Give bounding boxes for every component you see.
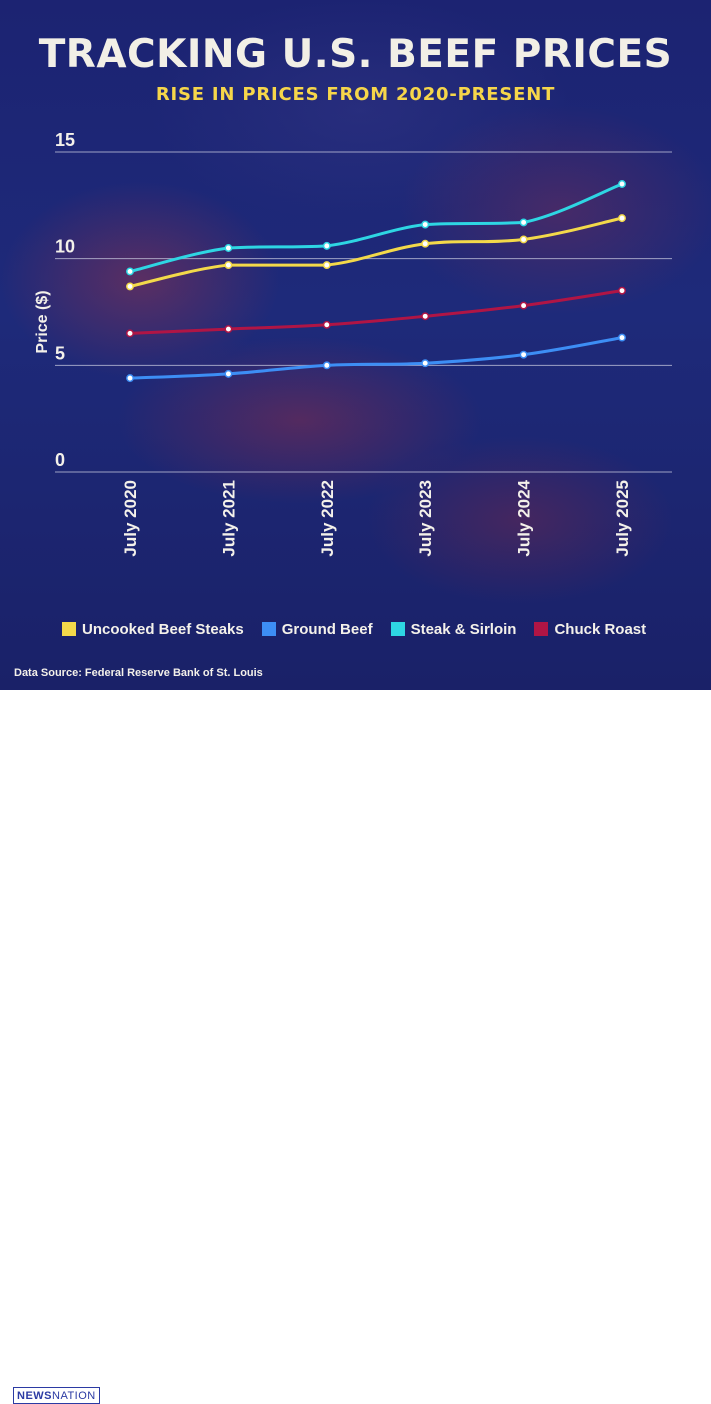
data-point	[421, 312, 430, 321]
y-axis-label: Price ($)	[34, 290, 51, 353]
legend-label: Ground Beef	[281, 620, 373, 638]
data-point	[519, 350, 528, 359]
data-point	[224, 369, 233, 378]
legend-swatch	[390, 622, 405, 636]
legend-item: Chuck Roast	[534, 621, 646, 638]
gridlines	[55, 151, 672, 473]
data-point	[421, 359, 430, 368]
series-ground-beef	[126, 333, 626, 383]
data-point	[519, 235, 528, 244]
newsnation-logo: NEWS NATION	[13, 1387, 100, 1404]
series-chuck-roast	[126, 286, 626, 338]
data-point	[421, 220, 430, 229]
y-tick-label: 5	[55, 343, 65, 363]
x-axis-ticks: July 2020 July 2021 July 2022 July 2023 July…	[121, 479, 632, 556]
x-tick-label: July 2021	[219, 480, 238, 557]
data-point	[224, 261, 233, 270]
series-line	[128, 216, 624, 288]
legend-label: Steak & Sirloin	[410, 620, 517, 638]
data-point	[224, 244, 233, 252]
y-tick-label: 10	[55, 237, 75, 257]
legend-swatch	[534, 622, 549, 636]
logo-nation-text: NATION	[52, 1389, 96, 1402]
infographic-panel: TRACKING U.S. BEEF PRICES RISE IN PRICES…	[0, 0, 711, 690]
data-point	[322, 241, 331, 250]
data-point	[618, 214, 626, 223]
data-point	[322, 361, 331, 370]
x-tick-label: July 2025	[613, 480, 632, 557]
data-point	[126, 282, 134, 291]
series-uncooked-beef-steaks	[126, 214, 626, 291]
data-point	[322, 261, 331, 270]
data-point	[421, 239, 430, 248]
legend-swatch	[62, 622, 76, 636]
x-tick-label: July 2023	[416, 480, 435, 557]
logo-news-text: NEWS	[17, 1389, 52, 1402]
series-lines	[126, 180, 626, 383]
data-point	[618, 180, 626, 188]
legend-item: Uncooked Beef Steaks	[62, 621, 244, 638]
data-point	[322, 320, 331, 329]
x-tick-label: July 2024	[515, 479, 534, 556]
data-point	[519, 218, 528, 227]
data-point	[126, 374, 134, 383]
data-point	[519, 301, 528, 310]
y-axis-ticks: 0 5 10 15	[55, 130, 75, 470]
footer-bar: NEWS NATION	[0, 690, 711, 1404]
page-subtitle: RISE IN PRICES FROM 2020-PRESENT	[155, 84, 556, 105]
legend: Uncooked Beef Steaks Ground Beef Steak & S…	[62, 618, 682, 640]
series-line	[128, 182, 624, 273]
data-point	[618, 333, 626, 342]
legend-item: Steak & Sirloin	[390, 620, 517, 638]
data-point	[126, 329, 134, 338]
series-line	[128, 289, 624, 335]
legend-item: Ground Beef	[261, 620, 373, 638]
data-point	[618, 286, 626, 295]
data-point	[224, 325, 233, 334]
legend-label: Uncooked Beef Steaks	[82, 620, 244, 638]
data-point	[126, 267, 134, 276]
data-source-note: Data Source: Federal Reserve Bank of St.…	[14, 667, 263, 679]
x-tick-label: July 2022	[318, 480, 337, 557]
series-steak-sirloin	[126, 180, 626, 276]
legend-swatch	[261, 622, 276, 636]
legend-label: Chuck Roast	[554, 620, 647, 638]
page-title: TRACKING U.S. BEEF PRICES	[38, 32, 673, 77]
series-line	[128, 336, 624, 380]
y-tick-label: 0	[55, 450, 65, 470]
y-tick-label: 15	[55, 130, 75, 150]
x-tick-label: July 2020	[121, 480, 140, 557]
